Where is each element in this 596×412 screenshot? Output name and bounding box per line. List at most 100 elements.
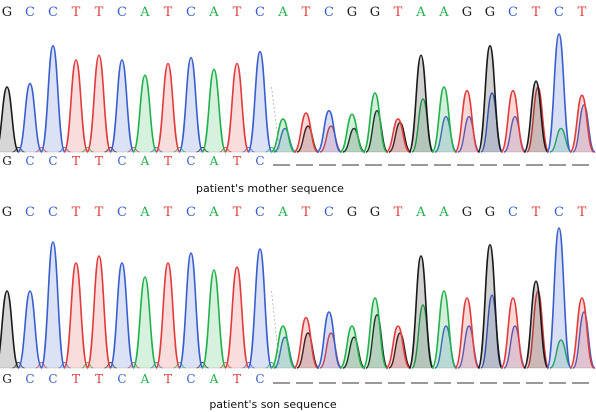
noise-peak — [173, 146, 186, 153]
trace-peak-A — [270, 118, 296, 153]
base-call-letter: T — [72, 5, 81, 20]
lower-base-call-letter: C — [186, 154, 195, 168]
noise-peak — [242, 362, 255, 369]
base-call-letter: T — [164, 5, 173, 20]
son-chromatogram-panel: G C C T T C A T C A T C A T C G G T A A G G C T C TG C C T T C A T C A T C — [0, 205, 596, 386]
lower-base-call-letter: T — [233, 372, 241, 386]
noise-peak — [12, 362, 25, 369]
lower-base-call-letter: C — [25, 372, 34, 386]
lower-base-call-letter: C — [48, 372, 57, 386]
noise-peak — [150, 146, 163, 153]
base-call-letter: T — [302, 205, 311, 220]
base-call-letter: G — [2, 5, 12, 20]
base-call-letter: C — [255, 205, 265, 220]
noise-peak — [127, 146, 140, 153]
trace-peak-T — [385, 325, 411, 369]
base-call-letter: C — [25, 5, 35, 20]
trace-peak-T — [155, 62, 181, 153]
lower-base-call-letter: C — [255, 372, 264, 386]
base-call-letter: A — [139, 5, 150, 20]
trace-peak-T — [63, 262, 89, 369]
base-call-letter: C — [324, 205, 334, 220]
trace-peak-G — [408, 54, 434, 153]
trace-peak-T — [224, 266, 250, 369]
lower-base-call-letter: T — [72, 372, 80, 386]
trace-peak-T — [454, 89, 480, 153]
base-call-letter: T — [394, 5, 403, 20]
noise-peak — [104, 146, 117, 153]
base-call-letter: A — [277, 205, 288, 220]
base-call-letter: T — [233, 5, 242, 20]
secondary-peak-A — [549, 127, 573, 153]
trace-peak-A — [339, 325, 365, 369]
base-call-letter: C — [554, 205, 564, 220]
lower-base-call-letter: C — [48, 154, 57, 168]
lower-base-call-letter: T — [164, 154, 172, 168]
noise-peak — [150, 362, 163, 369]
trace-peak-T — [293, 112, 319, 153]
trace-peak-G — [477, 45, 503, 153]
trace-peak-T — [224, 62, 250, 153]
lower-base-call-letter: T — [95, 372, 103, 386]
base-call-letter: A — [208, 205, 219, 220]
trace-peak-T — [500, 89, 526, 153]
lower-base-call-letter: G — [2, 372, 12, 386]
base-call-letter: C — [255, 5, 265, 20]
trace-peak-G — [477, 244, 503, 369]
trace-peak-T — [86, 54, 112, 153]
trace-peak-C — [40, 241, 66, 369]
lower-base-call-letter: C — [117, 372, 126, 386]
trace-artifact — [271, 290, 280, 367]
noise-peak — [219, 146, 232, 153]
trace-peak-T — [155, 262, 181, 369]
base-call-letter: G — [347, 205, 357, 220]
base-call-letter: C — [25, 205, 35, 220]
base-call-letter: G — [370, 5, 380, 20]
noise-peak — [104, 362, 117, 369]
base-call-letter: C — [117, 5, 127, 20]
noise-peak — [35, 146, 48, 153]
son-sequence-caption: patient's son sequence — [209, 398, 337, 411]
base-call-letter: C — [186, 5, 196, 20]
lower-base-call-letter: C — [117, 154, 126, 168]
lower-base-call-letter: C — [255, 154, 264, 168]
base-call-letter: C — [508, 205, 518, 220]
lower-base-call-letter: T — [72, 154, 80, 168]
trace-peak-T — [385, 118, 411, 153]
lower-base-call-letter: T — [233, 154, 241, 168]
trace-peak-G — [523, 80, 549, 153]
trace-peak-A — [201, 68, 227, 153]
base-call-letter: C — [117, 205, 127, 220]
trace-peak-A — [362, 297, 388, 369]
trace-peak-T — [454, 297, 480, 369]
base-call-letter: T — [95, 205, 104, 220]
base-call-letter: C — [508, 5, 518, 20]
base-call-letter: A — [277, 5, 288, 20]
base-call-letter: C — [48, 205, 58, 220]
mother-sequence-caption: patient's mother sequence — [196, 182, 344, 195]
trace-peak-T — [293, 316, 319, 369]
base-call-letter: T — [233, 205, 242, 220]
trace-peak-C — [316, 311, 342, 369]
base-call-letter: G — [485, 5, 495, 20]
trace-peak-C — [546, 227, 572, 369]
trace-peak-C — [17, 290, 43, 369]
lower-base-call-letter: A — [140, 154, 150, 168]
base-call-letter: C — [48, 5, 58, 20]
noise-peak — [196, 146, 209, 153]
trace-peak-G — [523, 280, 549, 369]
base-call-letter: G — [485, 205, 495, 220]
base-call-letter: T — [72, 205, 81, 220]
lower-base-call-letter: T — [95, 154, 103, 168]
noise-peak — [12, 146, 25, 153]
base-call-letter: T — [532, 5, 541, 20]
noise-peak — [81, 146, 94, 153]
trace-peak-A — [362, 92, 388, 153]
base-call-letter: T — [302, 5, 311, 20]
noise-peak — [58, 362, 71, 369]
lower-base-call-letter: A — [209, 154, 219, 168]
mother-chromatogram-panel: G C C T T C A T C A T C A T C G G T A A G G C T C TG C C T T C A T C A T C — [0, 5, 596, 168]
noise-peak — [35, 362, 48, 369]
trace-peak-T — [86, 255, 112, 369]
